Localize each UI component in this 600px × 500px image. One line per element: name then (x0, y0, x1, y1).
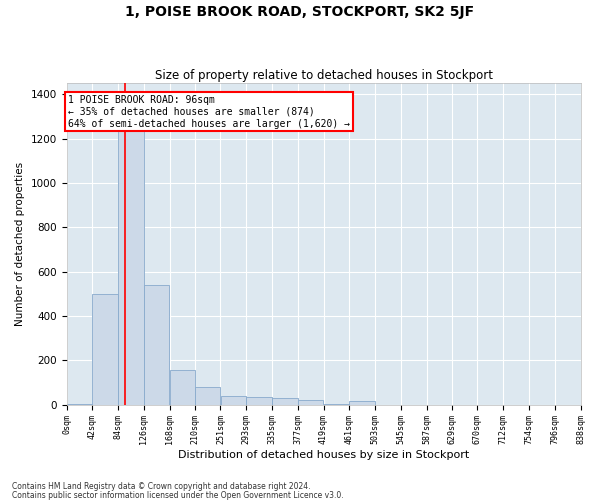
Text: Contains public sector information licensed under the Open Government Licence v3: Contains public sector information licen… (12, 490, 344, 500)
Text: Contains HM Land Registry data © Crown copyright and database right 2024.: Contains HM Land Registry data © Crown c… (12, 482, 311, 491)
Text: 1 POISE BROOK ROAD: 96sqm
← 35% of detached houses are smaller (874)
64% of semi: 1 POISE BROOK ROAD: 96sqm ← 35% of detac… (68, 96, 350, 128)
Title: Size of property relative to detached houses in Stockport: Size of property relative to detached ho… (155, 69, 493, 82)
Bar (118, 106, 143, 405)
Bar (298, 400, 323, 404)
Bar (349, 402, 375, 404)
Bar (272, 398, 298, 404)
Bar (92, 294, 118, 405)
Y-axis label: Number of detached properties: Number of detached properties (15, 162, 25, 326)
X-axis label: Distribution of detached houses by size in Stockport: Distribution of detached houses by size … (178, 450, 469, 460)
Text: 1, POISE BROOK ROAD, STOCKPORT, SK2 5JF: 1, POISE BROOK ROAD, STOCKPORT, SK2 5JF (125, 5, 475, 19)
Bar (196, 387, 220, 404)
Bar (247, 397, 272, 404)
Bar (144, 285, 169, 405)
Bar (170, 370, 195, 404)
Bar (221, 396, 246, 404)
